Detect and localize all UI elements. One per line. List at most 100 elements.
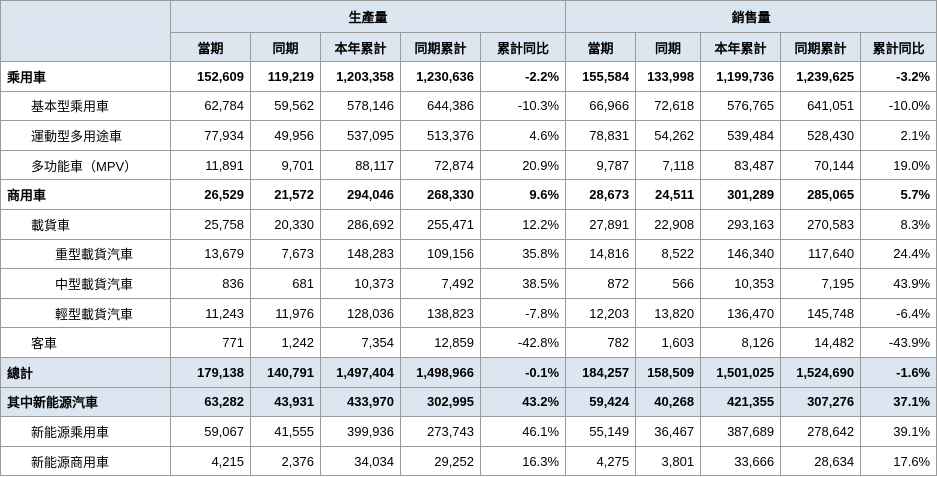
row-label: 新能源乘用車: [0, 416, 171, 447]
column-header: 同期: [250, 32, 321, 62]
value-cell: 26,529: [170, 179, 251, 210]
table-row: 其中新能源汽車 63,282 43,931 433,970 302,995 43.2% 59…: [0, 386, 937, 418]
row-label: 多功能車（MPV）: [0, 149, 171, 181]
value-cell: 1,203,358: [320, 61, 401, 92]
value-cell: 43.2%: [479, 386, 567, 418]
value-cell: 11,976: [250, 297, 321, 329]
value-cell: 55,149: [565, 416, 637, 447]
value-cell: 133,998: [635, 61, 702, 92]
table-row: 載貨車 25,758 20,330 286,692 255,471 12.2% 27,891…: [0, 208, 937, 240]
value-cell: 255,471: [400, 208, 481, 240]
row-label: 中型載貨汽車: [0, 268, 171, 299]
value-cell: 644,386: [400, 90, 481, 122]
row-label: 商用車: [0, 179, 171, 210]
table-row: 中型載貨汽車 836 681 10,373 7,492 38.5% 872 566 10,353…: [0, 268, 937, 299]
column-header: 當期: [565, 32, 637, 62]
table-row: 運動型多用途車 77,934 49,956 537,095 513,376 4.6% 78,…: [0, 120, 937, 151]
row-label: 基本型乘用車: [0, 90, 171, 122]
value-cell: 66,966: [565, 90, 637, 122]
value-cell: 537,095: [320, 120, 401, 151]
table-row: 客車 771 1,242 7,354 12,859 -42.8% 782 1,603 8,126…: [0, 327, 937, 358]
value-cell: 28,634: [780, 445, 862, 477]
value-cell: 19.0%: [860, 149, 937, 181]
value-cell: 7,673: [250, 238, 321, 270]
value-cell: 641,051: [780, 90, 862, 122]
value-cell: 24,511: [635, 179, 702, 210]
corner-cell: [0, 0, 171, 62]
value-cell: 307,276: [780, 386, 862, 418]
table-row: 基本型乘用車 62,784 59,562 578,146 644,386 -10.3% 66…: [0, 90, 937, 122]
column-row: 當期 同期 本年累計 同期累計 累計同比 當期 同期 本年累計 同期累計 累計同比: [1, 32, 937, 62]
group-row: 生產量 銷售量: [0, 0, 937, 62]
table-row: 輕型載貨汽車 11,243 11,976 128,036 138,823 -7.8% 12,…: [0, 297, 937, 329]
value-cell: 578,146: [320, 90, 401, 122]
value-cell: 1,230,636: [400, 61, 481, 92]
value-cell: 29,252: [400, 445, 481, 477]
value-cell: 8,126: [700, 327, 782, 358]
group-header: 生產量: [169, 0, 567, 33]
value-cell: 146,340: [700, 238, 782, 270]
row-label: 輕型載貨汽車: [0, 297, 171, 329]
value-cell: 576,765: [700, 90, 782, 122]
value-cell: 681: [250, 268, 321, 299]
value-cell: -0.1%: [479, 356, 567, 388]
value-cell: 528,430: [780, 120, 862, 151]
value-cell: 43.9%: [860, 268, 937, 299]
column-header: 當期: [170, 32, 251, 62]
value-cell: 1,239,625: [780, 61, 862, 92]
value-cell: -43.9%: [860, 327, 937, 358]
value-cell: 21,572: [250, 179, 321, 210]
value-cell: 117,640: [780, 238, 862, 270]
value-cell: 268,330: [400, 179, 481, 210]
value-cell: 9.6%: [479, 179, 567, 210]
value-cell: 421,355: [700, 386, 782, 418]
value-cell: 24.4%: [860, 238, 937, 270]
value-cell: 4,275: [565, 445, 637, 477]
value-cell: 433,970: [320, 386, 401, 418]
value-cell: -2.2%: [479, 61, 567, 92]
value-cell: 109,156: [400, 238, 481, 270]
value-cell: 25,758: [170, 208, 251, 240]
value-cell: 40,268: [635, 386, 702, 418]
value-cell: 270,583: [780, 208, 862, 240]
value-cell: 1,524,690: [780, 356, 862, 388]
column-header: 同期累計: [780, 32, 862, 62]
table-row: 商用車 26,529 21,572 294,046 268,330 9.6% 28,673 2…: [0, 179, 937, 210]
value-cell: 77,934: [170, 120, 251, 151]
value-cell: 59,562: [250, 90, 321, 122]
value-cell: 46.1%: [479, 416, 567, 447]
value-cell: 20,330: [250, 208, 321, 240]
value-cell: -1.6%: [860, 356, 937, 388]
value-cell: 12.2%: [479, 208, 567, 240]
value-cell: -7.8%: [479, 297, 567, 329]
value-cell: 145,748: [780, 297, 862, 329]
row-label: 運動型多用途車: [0, 120, 171, 151]
table-body: 乘用車 152,609 119,219 1,203,358 1,230,636 -2.2%…: [0, 61, 937, 477]
value-cell: 179,138: [170, 356, 251, 388]
value-cell: 10,353: [700, 268, 782, 299]
value-cell: 1,498,966: [400, 356, 481, 388]
row-label: 載貨車: [0, 208, 171, 240]
value-cell: 88,117: [320, 149, 401, 181]
column-header: 累計同比: [479, 32, 567, 62]
column-header: 本年累計: [700, 32, 782, 62]
value-cell: 14,482: [780, 327, 862, 358]
value-cell: 513,376: [400, 120, 481, 151]
value-cell: 2.1%: [860, 120, 937, 151]
value-cell: 293,163: [700, 208, 782, 240]
value-cell: 119,219: [250, 61, 321, 92]
value-cell: 28,673: [565, 179, 637, 210]
value-cell: 72,618: [635, 90, 702, 122]
value-cell: 37.1%: [860, 386, 937, 418]
row-label: 乘用車: [0, 61, 171, 92]
value-cell: 273,743: [400, 416, 481, 447]
row-label: 重型載貨汽車: [0, 238, 171, 270]
value-cell: 35.8%: [479, 238, 567, 270]
value-cell: 8.3%: [860, 208, 937, 240]
column-header: 本年累計: [320, 32, 401, 62]
table-row: 新能源乘用車 59,067 41,555 399,936 273,743 46.1% 55,…: [0, 416, 937, 447]
value-cell: 72,874: [400, 149, 481, 181]
value-cell: 128,036: [320, 297, 401, 329]
value-cell: 5.7%: [860, 179, 937, 210]
value-cell: 148,283: [320, 238, 401, 270]
